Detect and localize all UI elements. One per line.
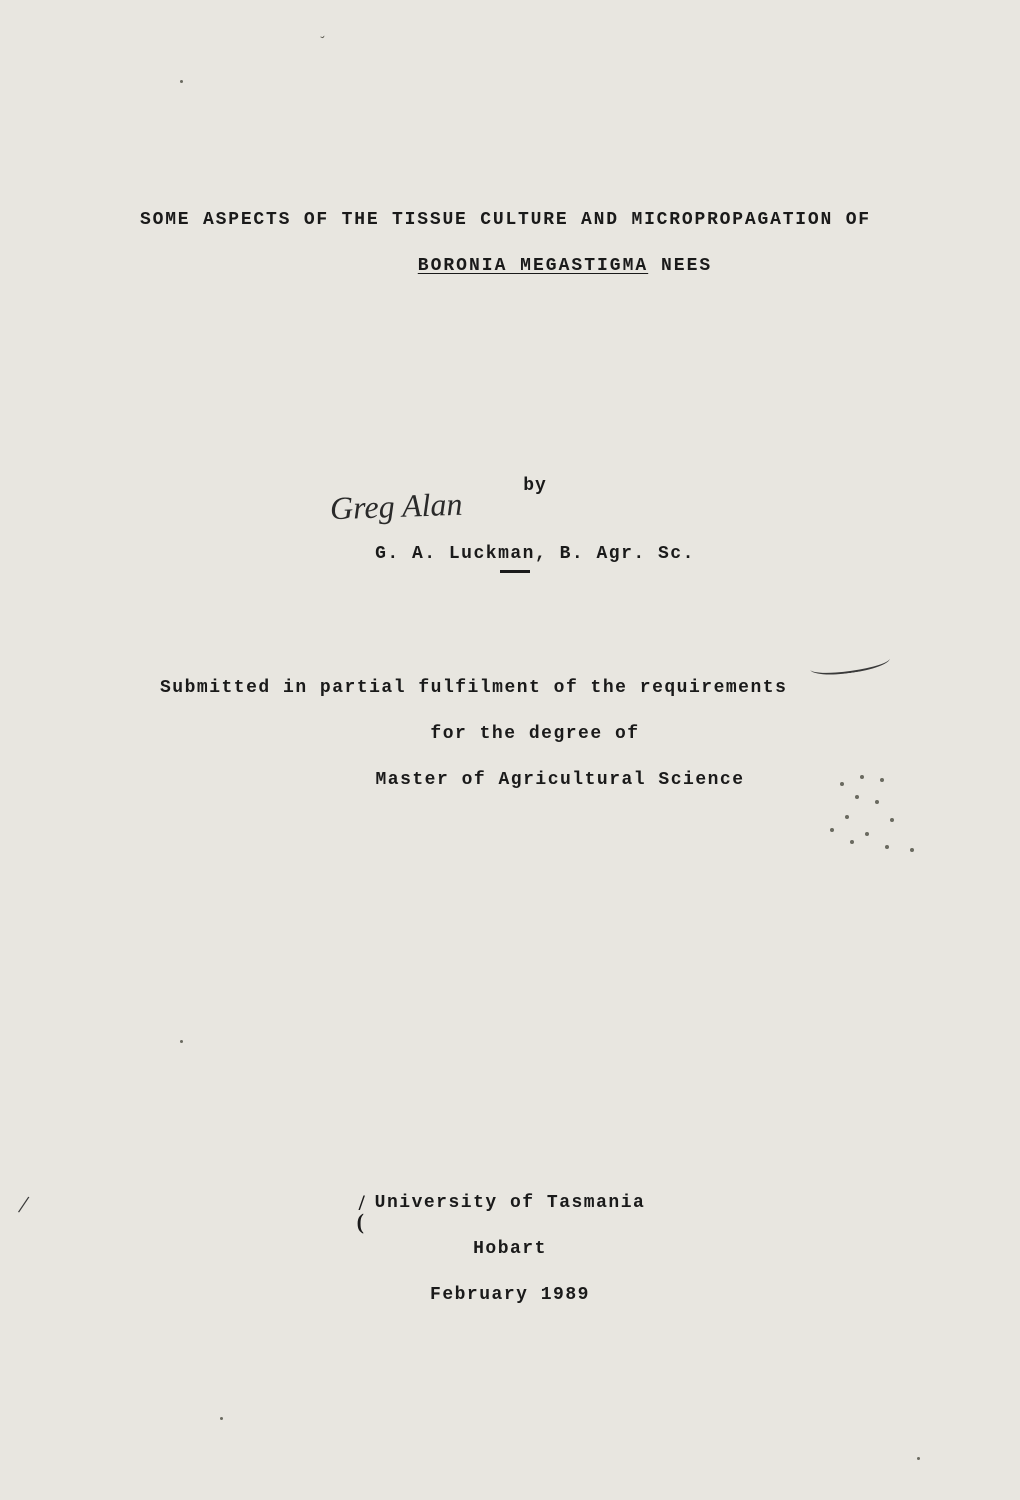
smudge-dot	[880, 778, 884, 782]
paren-open-mark: (	[357, 1209, 366, 1235]
swoosh-mark-artifact	[809, 650, 891, 679]
handwritten-author-name: Greg Alan	[329, 486, 463, 528]
university-name: University of Tasmania	[375, 1193, 646, 1213]
institution-section: / ( University of Tasmania Hobart Februa…	[0, 1193, 1020, 1305]
title-line-1: SOME ASPECTS OF THE TISSUE CULTURE AND M…	[140, 210, 930, 230]
smudge-dot	[845, 815, 849, 819]
smudge-dot	[865, 832, 869, 836]
author-underline-mark	[500, 570, 530, 573]
smudge-dot	[890, 818, 894, 822]
scan-artifact-dot	[180, 80, 183, 83]
smudge-dot	[885, 845, 889, 849]
title-species-underlined: BORONIA MEGASTIGMA	[418, 256, 648, 276]
smudge-dot	[840, 782, 844, 786]
title-section: SOME ASPECTS OF THE TISSUE CULTURE AND M…	[140, 210, 930, 276]
smudge-dot	[850, 840, 854, 844]
date-line: February 1989	[0, 1285, 1020, 1305]
smudge-dot	[860, 775, 864, 779]
by-section: by Greg Alan	[140, 476, 930, 496]
scan-artifact-dot	[220, 1417, 223, 1420]
smudge-dot	[830, 828, 834, 832]
city-line: Hobart	[0, 1239, 1020, 1259]
smudge-dot	[910, 848, 914, 852]
submitted-line-2: for the degree of	[140, 724, 930, 744]
smudge-artifact-area	[800, 770, 920, 855]
by-label: by	[523, 476, 547, 496]
smudge-dot	[855, 795, 859, 799]
author-credentials: G. A. Luckman, B. Agr. Sc.	[140, 544, 930, 564]
scan-artifact-dot	[180, 1040, 183, 1043]
title-line-2: BORONIA MEGASTIGMA NEES	[140, 256, 930, 276]
university-line: / ( University of Tasmania	[375, 1193, 646, 1213]
tick-mark-artifact: ˇ	[318, 34, 330, 52]
title-author-suffix: NEES	[648, 256, 712, 276]
submitted-line-1: Submitted in partial fulfilment of the r…	[140, 678, 930, 698]
scan-artifact-dot	[917, 1457, 920, 1460]
smudge-dot	[875, 800, 879, 804]
thesis-title-page: ˇ SOME ASPECTS OF THE TISSUE CULTURE AND…	[0, 0, 1020, 1500]
